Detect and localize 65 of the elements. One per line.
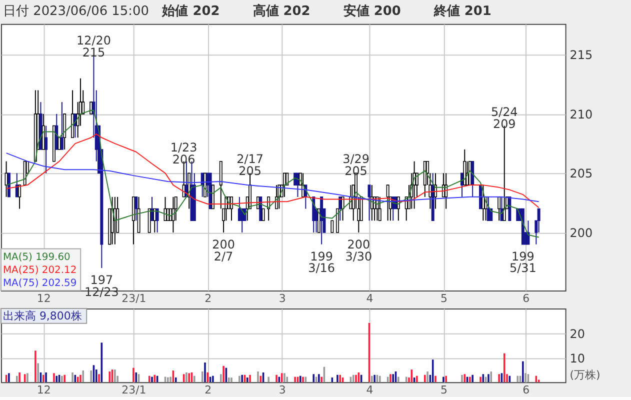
annotation: 2/17 205 [236, 152, 264, 178]
annotation: 199 3/16 [308, 249, 335, 276]
candlestick [338, 196, 342, 222]
text: 始値 202 [161, 4, 220, 19]
y-tick-label: 215 [570, 48, 593, 62]
x-tick-label: 2 [204, 384, 212, 397]
candlestick [153, 208, 156, 233]
x-tick-label: 6 [522, 292, 530, 306]
x-tick-label: 4 [366, 292, 374, 306]
x-tick-label: 5 [440, 292, 448, 306]
candlestick [172, 196, 175, 233]
x-tick-label: 5 [440, 384, 448, 397]
candlestick [471, 160, 474, 198]
x-tick-label: 23/1 [122, 292, 146, 306]
x-tick-label: 2 [204, 292, 212, 306]
y-tick-label: 210 [570, 107, 593, 122]
text: 高値 202 [252, 2, 310, 19]
candlestick [137, 196, 140, 233]
text: 終値 201 [432, 4, 492, 19]
candlestick [330, 220, 334, 233]
x-tick-label: 3 [278, 292, 286, 306]
candlestick [336, 208, 339, 233]
candlestick [482, 184, 485, 222]
x-tick-label: 4 [366, 384, 374, 397]
x-tick-label: 12 [36, 292, 51, 306]
candlestick [156, 208, 159, 233]
candlestick [44, 125, 48, 174]
candlestick [148, 208, 151, 233]
annotation: 200 2/7 [212, 237, 235, 264]
annotation: 1/23 206 [170, 140, 198, 166]
y-tick-label: 10 [570, 351, 585, 366]
candlestick [368, 184, 371, 222]
candlestick [18, 184, 22, 210]
text: 安値 200 [343, 2, 401, 19]
y-axis-title: (万株) [570, 368, 600, 382]
annotation: 200 3/30 [345, 237, 372, 264]
candlestick [230, 196, 233, 222]
candlestick [63, 113, 66, 150]
candlestick [386, 184, 390, 222]
text: MA(75) 202.59 [2, 278, 77, 290]
candlestick [134, 196, 138, 222]
y-tick-label: 20 [570, 327, 585, 342]
x-tick-label: 3 [278, 384, 286, 397]
candlestick [537, 208, 540, 233]
candlestick [262, 208, 265, 222]
text: MA(25) 202.12 [2, 265, 77, 276]
x-tick-label: 6 [522, 384, 530, 397]
x-tick-label: 12 [36, 384, 51, 397]
y-tick-label: 200 [570, 226, 593, 240]
text: MA(5) 199.60 [2, 252, 70, 264]
candlestick [60, 102, 64, 150]
annotation: 5/24 209 [490, 104, 518, 131]
annotation: 3/29 205 [342, 152, 370, 178]
y-tick-label: 205 [570, 166, 593, 181]
candlestick [378, 196, 382, 222]
candlestick [490, 208, 493, 222]
candlestick [463, 148, 466, 186]
candlestick [498, 196, 501, 222]
chart-title: 出来高 9,800株 [2, 309, 82, 322]
annotation: 12/20 215 [76, 34, 111, 60]
annotation: 199 5/31 [510, 249, 536, 276]
candlestick [55, 113, 58, 150]
candlestick [296, 172, 300, 198]
x-tick-label: 23/1 [122, 384, 146, 397]
chart-title: 日付 2023/06/06 15:00 [2, 4, 149, 19]
